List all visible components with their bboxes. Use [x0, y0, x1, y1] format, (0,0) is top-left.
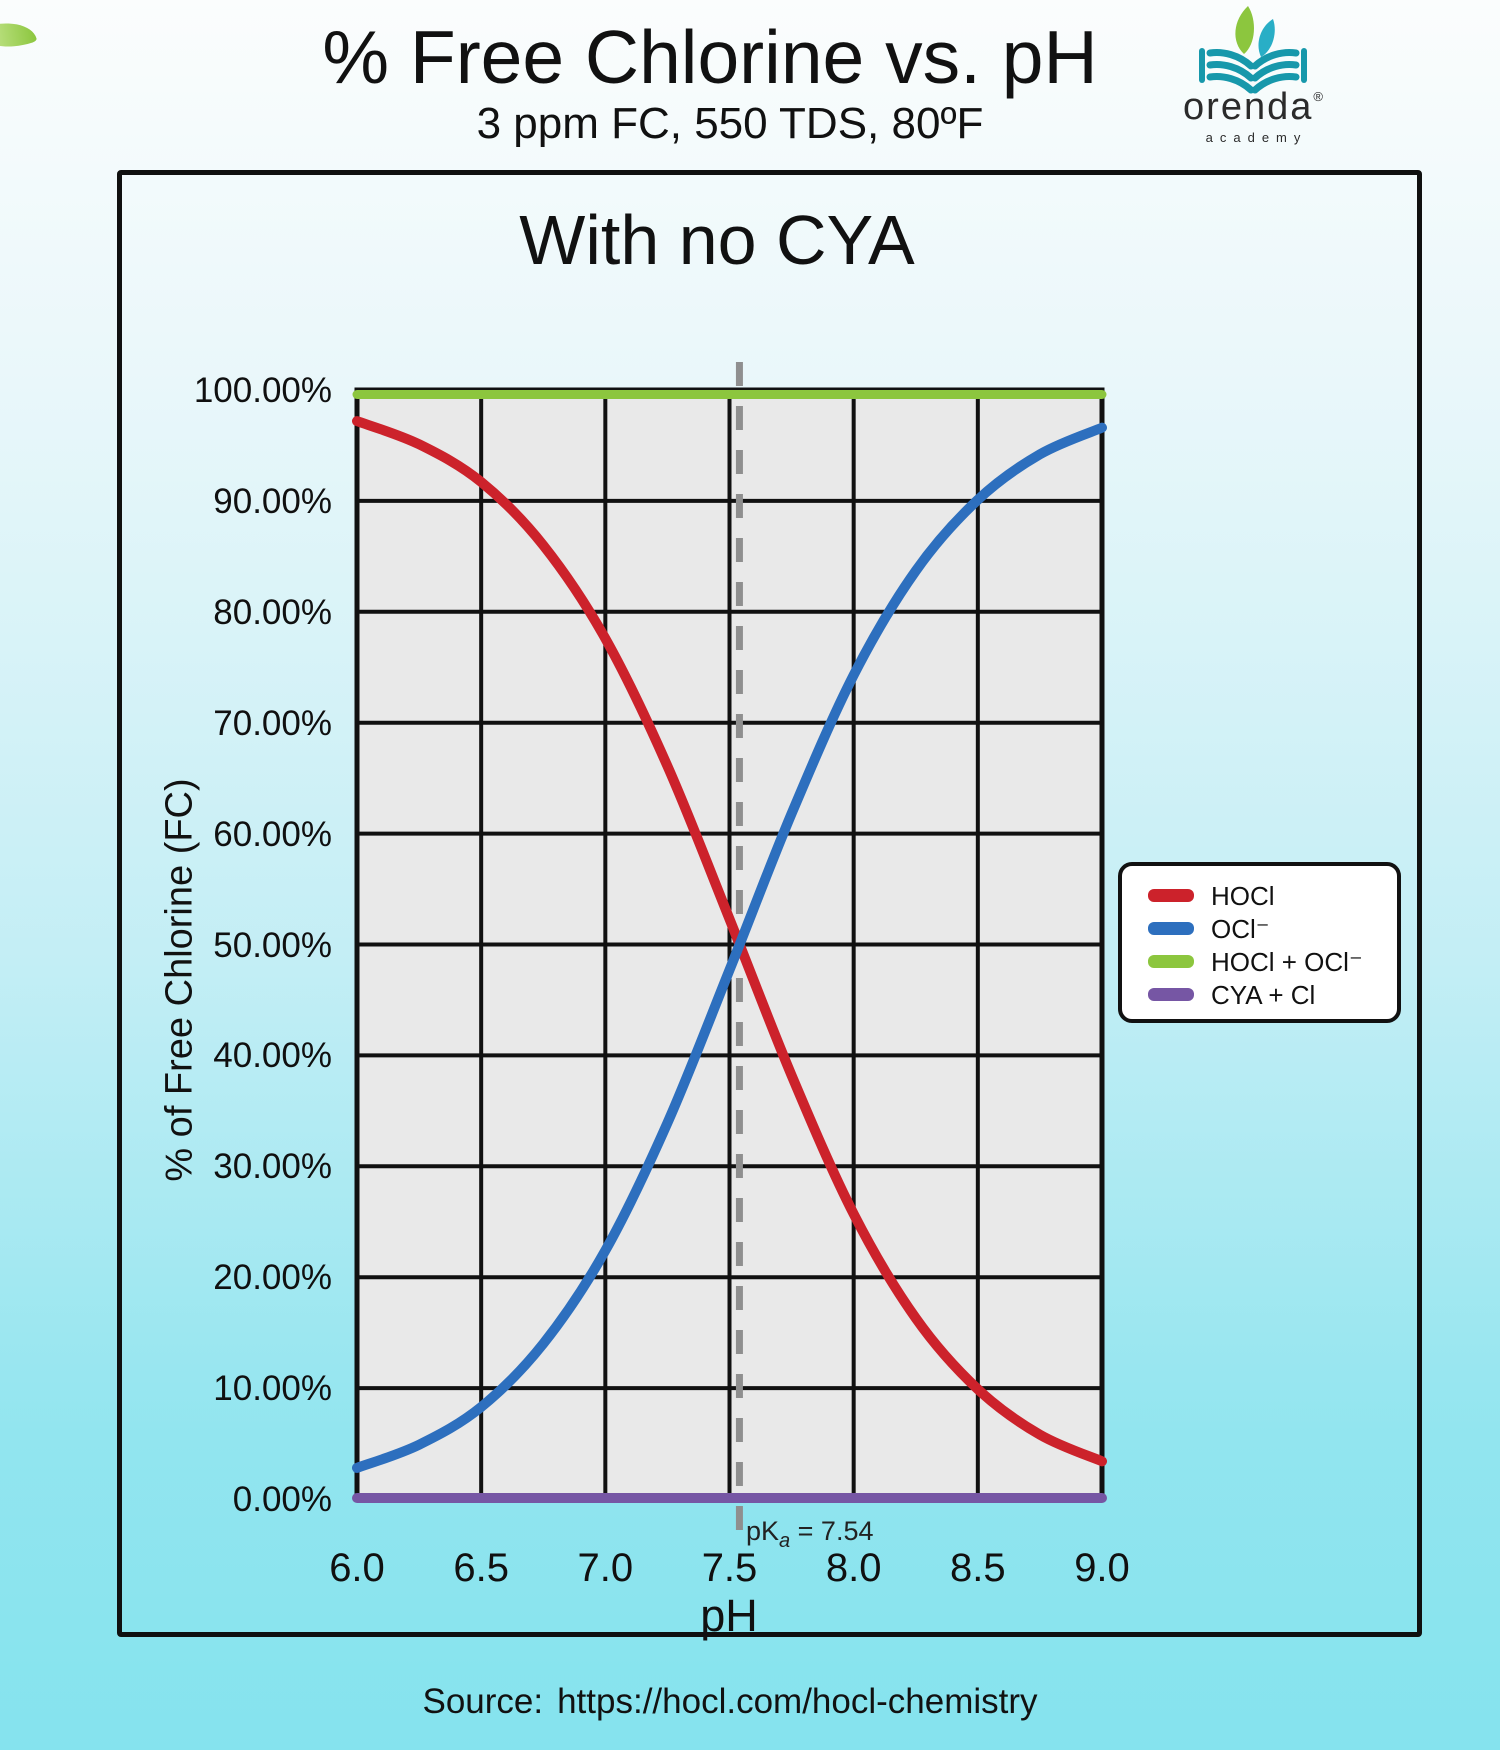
y-tick-label: 30.00% [213, 1147, 332, 1187]
legend: HOCl OCl⁻ HOCl + OCl⁻ CYA + Cl [1118, 862, 1401, 1023]
y-tick-label: 100.00% [193, 371, 332, 410]
x-tick-label: 6.5 [453, 1546, 509, 1590]
x-tick-label: 7.5 [701, 1546, 758, 1590]
orenda-logo: orenda® academy [1168, 4, 1338, 145]
logo-name: orenda [1183, 86, 1314, 128]
registered-mark: ® [1313, 89, 1323, 104]
y-tick-label: 90.00% [213, 481, 332, 521]
pka-prefix: pK [746, 1516, 780, 1546]
orenda-book-icon [1199, 6, 1307, 94]
legend-item: HOCl + OCl⁻ [1148, 945, 1397, 978]
open-book-icon [1199, 48, 1307, 94]
logo-academy-label: academy [1205, 130, 1308, 145]
source-url: https://hocl.com/hocl-chemistry [557, 1682, 1038, 1721]
leaf-green-icon [1235, 6, 1254, 54]
legend-item: HOCl [1148, 879, 1397, 912]
logo-wordmark: orenda® [1168, 88, 1338, 126]
legend-label: OCl⁻ [1211, 913, 1270, 944]
page-title: % Free Chlorine vs. pH [322, 15, 1098, 99]
x-tick-label: 9.0 [1074, 1546, 1130, 1590]
pka-value: = 7.54 [790, 1516, 874, 1546]
x-tick-label: 8.0 [825, 1546, 882, 1590]
pka-subscript: a [779, 1530, 791, 1552]
y-tick-label: 0.00% [232, 1480, 332, 1519]
x-tick-label: 7.0 [577, 1546, 634, 1590]
y-tick-label: 60.00% [213, 814, 332, 854]
legend-swatch [1148, 922, 1194, 935]
y-tick-label: 50.00% [213, 925, 332, 965]
pka-annotation: pKa = 7.54 [746, 1516, 873, 1553]
leaf-teal-icon [1258, 19, 1275, 57]
source-line: Source: https://hocl.com/hocl-chemistry [0, 1682, 1460, 1722]
legend-item: CYA + Cl [1148, 978, 1397, 1011]
y-tick-label: 10.00% [213, 1369, 332, 1409]
y-tick-label: 80.00% [213, 592, 332, 632]
y-tick-label: 40.00% [213, 1036, 332, 1076]
chart-title: With no CYA [519, 201, 915, 279]
y-tick-label: 70.00% [213, 703, 332, 743]
legend-label: CYA + Cl [1211, 979, 1316, 1010]
legend-label: HOCl + OCl⁻ [1211, 946, 1363, 977]
x-tick-label: 8.5 [950, 1546, 1006, 1590]
legend-item: OCl⁻ [1148, 912, 1397, 945]
y-axis-title: % of Free Chlorine (FC) [158, 778, 201, 1182]
chart-frame [117, 170, 1422, 1637]
legend-swatch [1148, 988, 1194, 1001]
legend-swatch [1148, 955, 1194, 968]
page-subtitle: 3 ppm FC, 550 TDS, 80ºF [476, 99, 984, 148]
legend-swatch [1148, 889, 1194, 902]
x-tick-label: 6.0 [329, 1546, 385, 1590]
legend-label: HOCl [1211, 880, 1275, 911]
y-tick-label: 20.00% [213, 1258, 332, 1298]
x-axis-title: pH [700, 1590, 758, 1641]
source-label: Source: [422, 1682, 544, 1721]
